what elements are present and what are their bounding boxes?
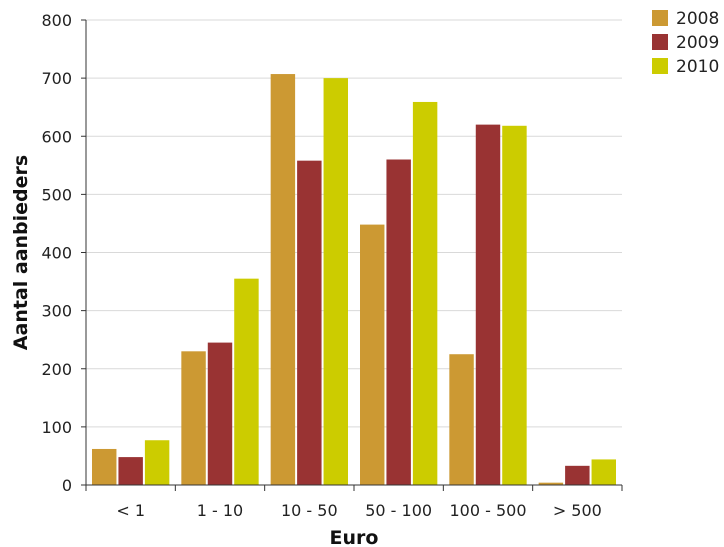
y-tick-label: 300 <box>41 302 72 321</box>
bar-2009 <box>297 160 322 485</box>
legend: 2008 2009 2010 <box>652 9 719 77</box>
bar-2009 <box>386 159 411 485</box>
legend-item: 2010 <box>652 57 719 77</box>
bars <box>92 74 616 486</box>
legend-label: 2009 <box>676 33 719 53</box>
bar-group <box>181 278 259 485</box>
y-tick-label: 100 <box>41 418 72 437</box>
y-axis-title: Aantal aanbieders <box>10 155 32 350</box>
y-tick-label: 200 <box>41 360 72 379</box>
bar-group <box>360 101 438 486</box>
x-tick-label: 100 - 500 <box>449 501 526 520</box>
y-tick-label: 0 <box>62 476 72 495</box>
x-tick-label: < 1 <box>116 501 145 520</box>
legend-item: 2008 <box>652 9 719 29</box>
y-tick-labels: 0 100 200 300 400 500 600 700 800 <box>41 11 72 495</box>
legend-item: 2009 <box>652 33 719 53</box>
legend-label: 2008 <box>676 9 719 29</box>
y-tick-label: 800 <box>41 11 72 30</box>
bar-group <box>538 459 616 485</box>
axes <box>81 19 623 491</box>
bar-2010 <box>591 459 616 485</box>
y-tick-label: 500 <box>41 185 72 204</box>
legend-swatch <box>652 10 668 26</box>
bar-2010 <box>502 125 527 485</box>
x-tick-labels: < 1 1 - 10 10 - 50 50 - 100 100 - 500 > 500 <box>116 501 602 520</box>
x-axis-title: Euro <box>330 527 379 547</box>
bar-group <box>92 440 170 485</box>
bar-2009 <box>207 342 233 485</box>
bar-2008 <box>92 448 117 485</box>
legend-label: 2010 <box>676 57 719 77</box>
bar-2008 <box>449 354 474 485</box>
x-tick-label: 1 - 10 <box>197 501 243 520</box>
x-tick-label: 10 - 50 <box>281 501 338 520</box>
bar-2008 <box>181 351 206 485</box>
bar-2010 <box>323 78 348 485</box>
x-tick-label: 50 - 100 <box>365 501 432 520</box>
legend-swatch <box>652 58 668 74</box>
y-tick-label: 400 <box>41 244 72 263</box>
bar-2009 <box>118 457 143 485</box>
bar-2010 <box>412 101 438 486</box>
bar-2009 <box>475 124 501 485</box>
bar-2010 <box>234 278 259 485</box>
legend-swatch <box>652 34 668 50</box>
bar-group <box>270 74 348 486</box>
y-tick-label: 600 <box>41 127 72 146</box>
bar-2008 <box>270 74 296 486</box>
bar-2008 <box>538 482 564 485</box>
grid-lines <box>86 19 622 428</box>
bar-2010 <box>144 440 170 485</box>
bar-2009 <box>565 465 590 485</box>
bar-group <box>449 124 527 485</box>
x-tick-label: > 500 <box>553 501 602 520</box>
bar-2008 <box>360 224 385 485</box>
y-tick-label: 700 <box>41 69 72 88</box>
